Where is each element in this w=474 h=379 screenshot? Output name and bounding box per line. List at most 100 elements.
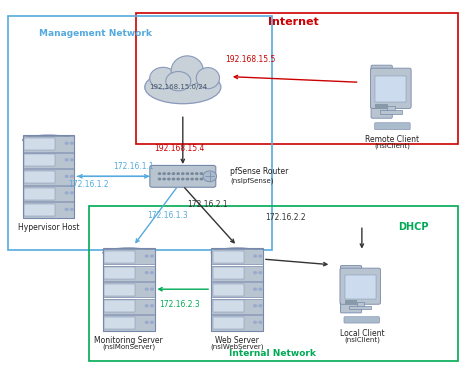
Circle shape <box>195 178 199 180</box>
Text: Internet: Internet <box>268 17 319 27</box>
Ellipse shape <box>166 72 191 91</box>
Circle shape <box>181 172 184 175</box>
Text: 192.168.15.5: 192.168.15.5 <box>225 55 275 64</box>
Circle shape <box>64 142 69 145</box>
FancyBboxPatch shape <box>345 275 376 299</box>
Circle shape <box>253 254 257 258</box>
Circle shape <box>145 288 149 291</box>
Ellipse shape <box>145 70 221 104</box>
Circle shape <box>163 178 166 180</box>
Text: Monitoring Server: Monitoring Server <box>94 336 163 345</box>
Circle shape <box>172 172 175 175</box>
Circle shape <box>145 304 149 307</box>
FancyBboxPatch shape <box>213 284 244 296</box>
Circle shape <box>200 178 203 180</box>
Circle shape <box>176 172 180 175</box>
Circle shape <box>258 271 263 274</box>
Text: (nslClient): (nslClient) <box>374 143 410 149</box>
FancyBboxPatch shape <box>24 188 55 199</box>
Circle shape <box>176 178 180 180</box>
FancyBboxPatch shape <box>371 65 392 118</box>
Bar <box>375 95 388 100</box>
FancyBboxPatch shape <box>344 317 380 323</box>
Text: 172.16.2.3: 172.16.2.3 <box>159 300 200 309</box>
Text: 172.16.1.1: 172.16.1.1 <box>113 163 154 171</box>
Circle shape <box>64 191 69 194</box>
FancyBboxPatch shape <box>23 153 74 168</box>
Bar <box>9 16 273 250</box>
Text: 192.168.15.4: 192.168.15.4 <box>155 144 205 153</box>
Text: (nslMonServer): (nslMonServer) <box>102 344 155 350</box>
Circle shape <box>258 304 263 307</box>
FancyBboxPatch shape <box>211 282 263 298</box>
FancyBboxPatch shape <box>340 266 362 313</box>
FancyBboxPatch shape <box>24 155 55 166</box>
Circle shape <box>64 208 69 211</box>
Bar <box>345 301 357 305</box>
FancyBboxPatch shape <box>23 202 74 218</box>
Text: DHCP: DHCP <box>399 222 429 232</box>
Circle shape <box>70 175 74 178</box>
FancyBboxPatch shape <box>23 136 74 152</box>
Bar <box>387 106 394 112</box>
Ellipse shape <box>150 67 176 89</box>
Circle shape <box>150 271 154 274</box>
Text: Local Client: Local Client <box>339 329 384 338</box>
FancyBboxPatch shape <box>213 301 244 312</box>
Circle shape <box>253 288 257 291</box>
FancyBboxPatch shape <box>103 299 155 314</box>
Circle shape <box>64 158 69 161</box>
FancyBboxPatch shape <box>24 138 55 150</box>
Circle shape <box>203 171 217 182</box>
FancyBboxPatch shape <box>103 266 155 281</box>
Text: (nslpfSense): (nslpfSense) <box>230 178 273 184</box>
Bar <box>356 302 364 308</box>
Bar <box>345 292 357 297</box>
FancyBboxPatch shape <box>213 317 244 329</box>
Text: 172.16.2.1: 172.16.2.1 <box>188 200 228 209</box>
FancyBboxPatch shape <box>104 284 136 296</box>
Text: Web Server: Web Server <box>215 336 259 345</box>
FancyBboxPatch shape <box>104 251 136 263</box>
Text: (nslClient): (nslClient) <box>344 336 380 343</box>
Ellipse shape <box>23 135 74 145</box>
Circle shape <box>167 178 171 180</box>
FancyBboxPatch shape <box>150 165 216 187</box>
Text: 192.168.15.0/24: 192.168.15.0/24 <box>149 84 207 90</box>
Circle shape <box>195 172 199 175</box>
Ellipse shape <box>196 67 219 89</box>
FancyBboxPatch shape <box>211 315 263 330</box>
FancyBboxPatch shape <box>104 317 136 329</box>
FancyBboxPatch shape <box>103 249 155 265</box>
Circle shape <box>145 254 149 258</box>
Circle shape <box>70 142 74 145</box>
Circle shape <box>158 172 161 175</box>
Circle shape <box>167 172 171 175</box>
Text: (nslWebServer): (nslWebServer) <box>210 344 264 350</box>
FancyBboxPatch shape <box>211 299 263 314</box>
Text: pfSense Router: pfSense Router <box>230 167 288 176</box>
Circle shape <box>70 191 74 194</box>
FancyBboxPatch shape <box>213 251 244 263</box>
Circle shape <box>258 321 263 324</box>
Circle shape <box>163 172 166 175</box>
Text: 172.16.1.3: 172.16.1.3 <box>147 211 188 220</box>
FancyBboxPatch shape <box>23 169 74 185</box>
Bar <box>375 104 388 110</box>
Ellipse shape <box>103 248 155 258</box>
Circle shape <box>158 178 161 180</box>
Text: 172.16.2.2: 172.16.2.2 <box>265 213 306 222</box>
FancyBboxPatch shape <box>23 186 74 201</box>
FancyBboxPatch shape <box>103 315 155 330</box>
Circle shape <box>150 321 154 324</box>
Circle shape <box>191 172 194 175</box>
FancyBboxPatch shape <box>211 266 263 281</box>
Text: Hypervisor Host: Hypervisor Host <box>18 223 79 232</box>
Circle shape <box>70 158 74 161</box>
FancyBboxPatch shape <box>211 249 263 265</box>
Circle shape <box>253 304 257 307</box>
Circle shape <box>181 178 184 180</box>
Bar <box>375 86 388 91</box>
FancyBboxPatch shape <box>371 68 411 108</box>
Text: 172.16.1.2: 172.16.1.2 <box>68 180 109 189</box>
